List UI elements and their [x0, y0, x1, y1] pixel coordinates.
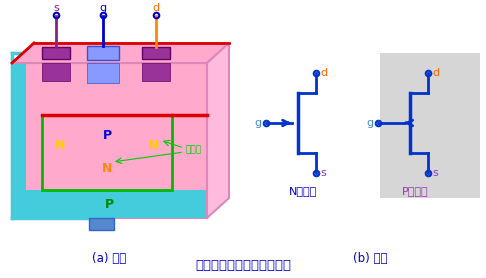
Text: P: P: [104, 197, 114, 210]
Text: g: g: [100, 3, 106, 13]
Bar: [12, 63, 207, 218]
Text: (a) 结构: (a) 结构: [92, 252, 126, 264]
Bar: [380, 53, 480, 198]
Bar: [12, 190, 207, 218]
Text: s: s: [53, 3, 59, 13]
Text: s: s: [320, 168, 326, 178]
Text: N: N: [55, 138, 65, 152]
Bar: [87, 46, 119, 60]
Text: N沟道管: N沟道管: [289, 186, 317, 196]
Bar: [42, 63, 70, 81]
Text: N: N: [102, 162, 112, 175]
Bar: [142, 47, 170, 59]
Bar: [42, 47, 70, 59]
Text: g: g: [254, 118, 261, 128]
Text: (b) 符号: (b) 符号: [353, 252, 387, 264]
Text: d: d: [320, 68, 327, 78]
Text: d: d: [432, 68, 439, 78]
Text: P: P: [103, 128, 112, 142]
Text: 耗尽层: 耗尽层: [185, 145, 201, 155]
Text: P沟道管: P沟道管: [402, 186, 428, 196]
Polygon shape: [207, 43, 229, 218]
Polygon shape: [12, 43, 229, 63]
Bar: [12, 63, 26, 218]
Bar: [142, 63, 170, 81]
Bar: [89, 218, 114, 230]
Text: s: s: [432, 168, 438, 178]
Text: 结型场效应管的结构和符号: 结型场效应管的结构和符号: [195, 259, 291, 272]
Text: d: d: [153, 3, 159, 13]
Text: g: g: [366, 118, 373, 128]
Bar: [42, 115, 172, 190]
Bar: [87, 63, 119, 83]
Text: N: N: [149, 138, 159, 152]
